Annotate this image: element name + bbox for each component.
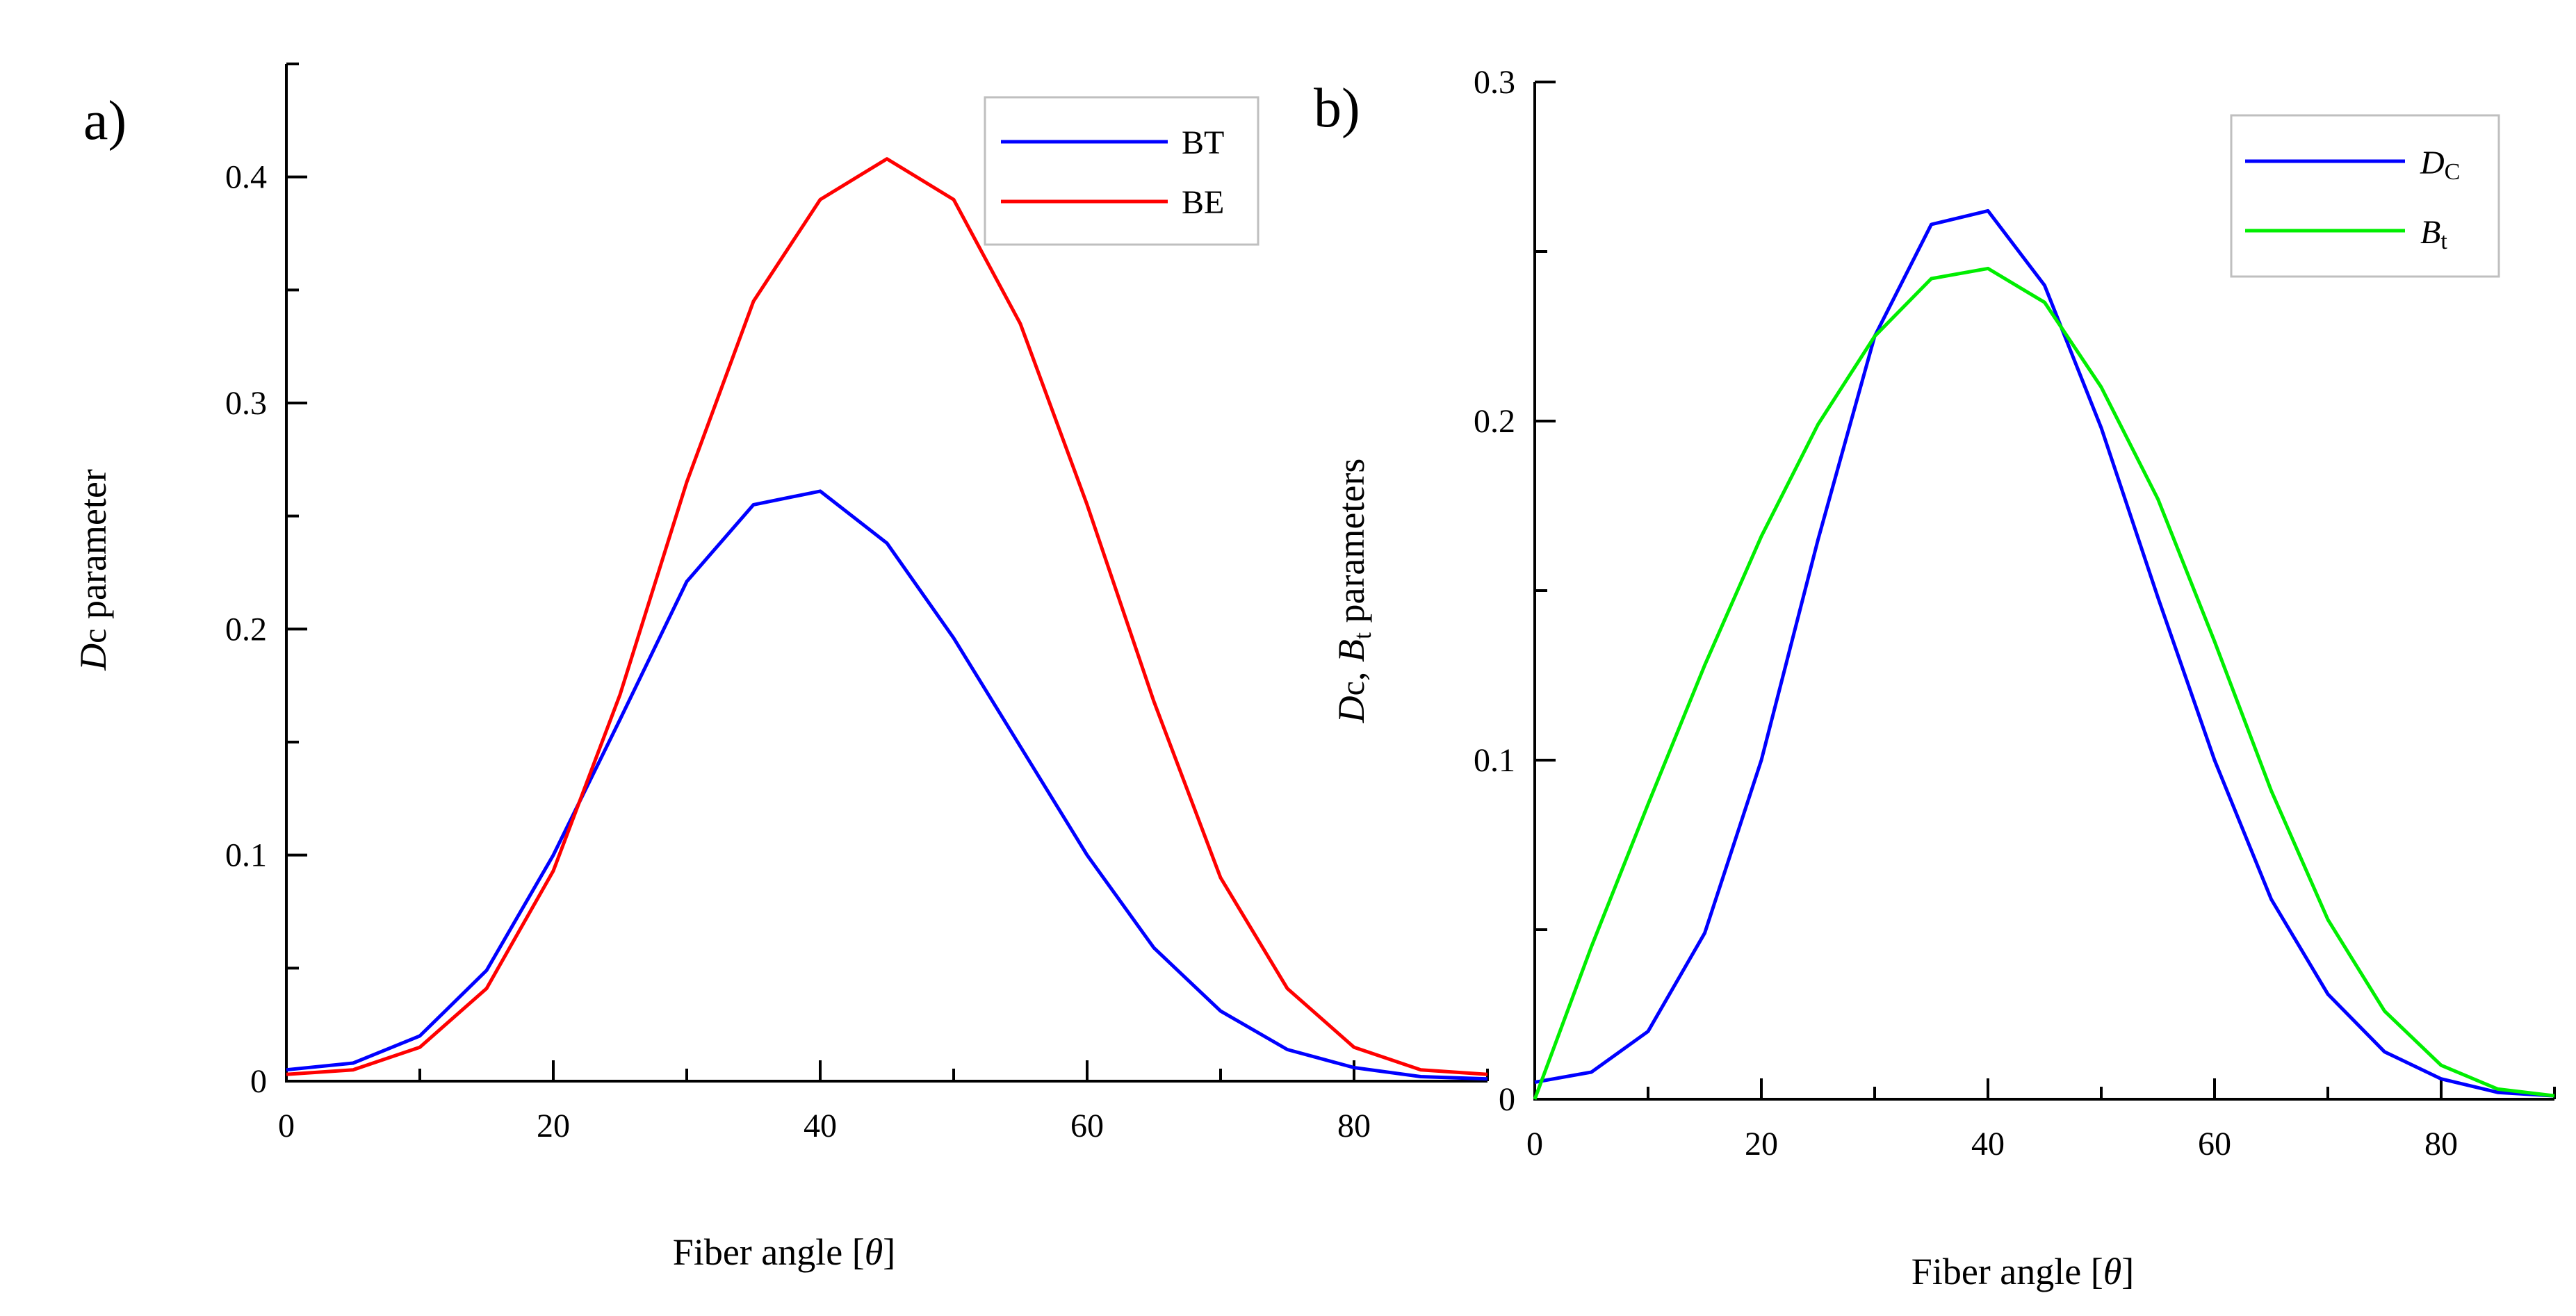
- panel-a: a) 0 20 40 60 80 0 0.1 0.2 0.3 0.4 BT BE Fiber an…: [72, 63, 1489, 1273]
- panel-b-legend: DC Bt: [2230, 114, 2500, 278]
- panel-b-y-axis-title: Dc, Bt parameters: [1330, 459, 1376, 724]
- panel-b: b) 0 20 40 60 80 0 0.1 0.2 0.3 DC Bt Fiber angle…: [1314, 64, 2556, 1292]
- y-tick-label: 0.1: [1474, 742, 1515, 779]
- panel-a-y-axis-title: Dc parameter: [72, 469, 114, 671]
- y-tick-label: 0.2: [1474, 403, 1515, 440]
- panel-a-legend-box: [984, 96, 1260, 246]
- y-tick-label: 0.3: [225, 385, 267, 422]
- panel-b-label: b): [1314, 78, 1360, 139]
- x-tick-label: 80: [2424, 1126, 2458, 1162]
- series-line-be: [286, 157, 1488, 1076]
- x-tick-label: 60: [2198, 1126, 2231, 1162]
- y-tick-label: 0.2: [225, 611, 267, 648]
- x-tick-label: 60: [1070, 1108, 1104, 1144]
- x-tick-label: 80: [1337, 1108, 1371, 1144]
- y-tick-label: 0: [250, 1063, 267, 1100]
- x-tick-label: 20: [537, 1108, 570, 1144]
- panel-b-x-axis-title: Fiber angle [θ]: [1911, 1251, 2134, 1292]
- panel-a-label: a): [83, 90, 127, 151]
- series-line-bt: [286, 489, 1488, 1081]
- x-tick-label: 0: [1526, 1126, 1543, 1162]
- y-tick-label: 0: [1499, 1081, 1515, 1118]
- x-tick-label: 40: [1971, 1126, 2005, 1162]
- series-line-dc: [1534, 208, 2555, 1098]
- legend-label-be: BE: [1182, 184, 1224, 221]
- panel-b-plot-area: 0 20 40 60 80 0 0.1 0.2 0.3: [1474, 64, 2556, 1162]
- panel-b-legend-box: [2230, 114, 2500, 278]
- legend-label-bt-b: Bt: [2420, 214, 2447, 254]
- series-line-bt: [1533, 266, 2555, 1100]
- y-tick-label: 0.1: [225, 837, 267, 874]
- x-tick-label: 20: [1745, 1126, 1778, 1162]
- y-tick-label: 0.3: [1474, 64, 1515, 101]
- legend-label-bt: BT: [1182, 124, 1224, 161]
- legend-label-dc: DC: [2420, 145, 2460, 185]
- x-tick-label: 0: [278, 1108, 295, 1144]
- panel-a-x-axis-title: Fiber angle [θ]: [673, 1231, 895, 1273]
- panel-a-legend: BT BE: [984, 96, 1260, 246]
- y-tick-label: 0.4: [225, 159, 267, 196]
- x-tick-label: 40: [804, 1108, 837, 1144]
- panel-a-plot-area: 0 20 40 60 80 0 0.1 0.2 0.3 0.4: [225, 63, 1489, 1144]
